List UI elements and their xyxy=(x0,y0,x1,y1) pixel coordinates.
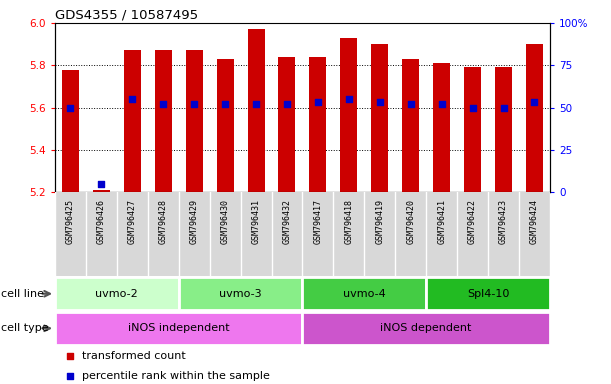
Text: iNOS independent: iNOS independent xyxy=(128,323,230,333)
Text: GSM796418: GSM796418 xyxy=(345,199,353,244)
Text: uvmo-3: uvmo-3 xyxy=(219,289,262,299)
Point xyxy=(65,372,75,379)
Text: GSM796431: GSM796431 xyxy=(252,199,260,244)
Bar xyxy=(340,38,357,192)
Text: cell type: cell type xyxy=(1,323,49,333)
Text: uvmo-4: uvmo-4 xyxy=(343,289,386,299)
Point xyxy=(499,104,508,111)
Point xyxy=(65,104,75,111)
Point xyxy=(467,104,477,111)
Text: GSM796428: GSM796428 xyxy=(159,199,168,244)
Bar xyxy=(217,59,233,192)
Bar xyxy=(186,50,203,192)
Point xyxy=(375,99,385,106)
Bar xyxy=(371,44,388,192)
Bar xyxy=(178,277,302,310)
Text: GSM796426: GSM796426 xyxy=(97,199,106,244)
Text: cell line: cell line xyxy=(1,289,44,299)
Text: GSM796422: GSM796422 xyxy=(468,199,477,244)
Point xyxy=(406,101,415,107)
Point xyxy=(313,99,323,106)
Text: GSM796432: GSM796432 xyxy=(282,199,291,244)
Point xyxy=(189,101,199,107)
Bar xyxy=(526,44,543,192)
Point xyxy=(530,99,540,106)
Bar xyxy=(464,68,481,192)
Bar xyxy=(55,277,178,310)
Text: GSM796419: GSM796419 xyxy=(375,199,384,244)
Point xyxy=(97,180,106,187)
Bar xyxy=(302,277,426,310)
Bar xyxy=(279,57,296,192)
Bar xyxy=(155,50,172,192)
Bar xyxy=(55,312,302,345)
Text: GDS4355 / 10587495: GDS4355 / 10587495 xyxy=(55,9,198,22)
Bar xyxy=(402,59,419,192)
Bar xyxy=(309,57,326,192)
Bar xyxy=(302,312,550,345)
Bar xyxy=(495,68,512,192)
Point xyxy=(282,101,292,107)
Text: uvmo-2: uvmo-2 xyxy=(95,289,138,299)
Point xyxy=(251,101,261,107)
Bar xyxy=(426,277,550,310)
Point xyxy=(437,101,447,107)
Text: GSM796430: GSM796430 xyxy=(221,199,230,244)
Bar xyxy=(433,63,450,192)
Bar xyxy=(93,190,110,192)
Text: transformed count: transformed count xyxy=(82,351,186,361)
Text: GSM796429: GSM796429 xyxy=(189,199,199,244)
Point xyxy=(158,101,168,107)
Bar xyxy=(247,30,265,192)
Text: GSM796427: GSM796427 xyxy=(128,199,137,244)
Bar xyxy=(124,50,141,192)
Text: GSM796420: GSM796420 xyxy=(406,199,415,244)
Text: Spl4-10: Spl4-10 xyxy=(467,289,509,299)
Text: GSM796424: GSM796424 xyxy=(530,199,539,244)
Bar xyxy=(62,70,79,192)
Point xyxy=(65,353,75,359)
Text: GSM796423: GSM796423 xyxy=(499,199,508,244)
Text: percentile rank within the sample: percentile rank within the sample xyxy=(82,371,270,381)
Point xyxy=(220,101,230,107)
Point xyxy=(344,96,354,102)
Text: GSM796425: GSM796425 xyxy=(66,199,75,244)
Text: GSM796417: GSM796417 xyxy=(313,199,323,244)
Text: GSM796421: GSM796421 xyxy=(437,199,446,244)
Point xyxy=(128,96,137,102)
Text: iNOS dependent: iNOS dependent xyxy=(381,323,472,333)
